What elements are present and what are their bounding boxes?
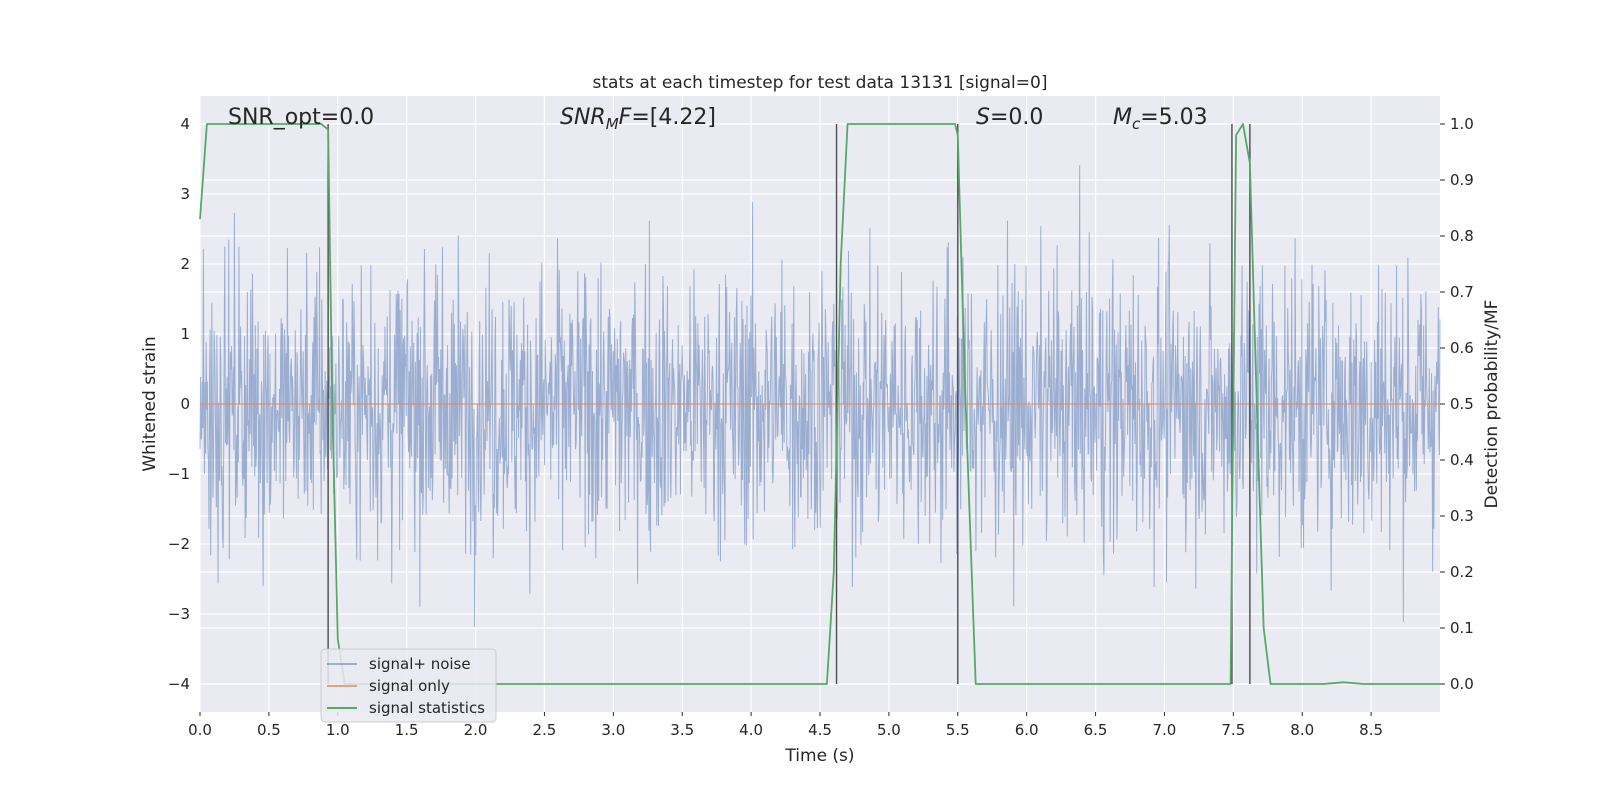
annotation-snr-mf: SNRMF=[4.22] [560, 105, 716, 133]
y-left-tick-8: 4 [180, 115, 190, 133]
legend-box [320, 648, 497, 723]
y-left-tick-2: −2 [168, 535, 190, 553]
annotation-snr-opt: SNR_opt=0.0 [228, 105, 374, 130]
signal-statistics-line [199, 123, 1440, 685]
annotation-mc: Mc=5.03 [1113, 105, 1208, 133]
x-tick-1: 0.5 [257, 721, 281, 739]
y-left-tick-7: 3 [180, 185, 190, 203]
y-right-tick-9: 0.9 [1450, 171, 1474, 189]
y-left-axis-ticks: −4 −3 −2 −1 0 1 2 3 4 [168, 115, 190, 693]
x-tick-9: 4.5 [808, 721, 832, 739]
series-signal-statistics [199, 123, 1440, 685]
chart-title: stats at each timestep for test data 131… [593, 73, 1048, 93]
y-right-tick-10: 1.0 [1450, 115, 1474, 133]
y-right-tick-1: 0.1 [1450, 619, 1474, 637]
x-tick-15: 7.5 [1221, 721, 1245, 739]
x-tick-8: 4.0 [739, 721, 763, 739]
x-tick-16: 8.0 [1290, 721, 1314, 739]
x-tick-17: 8.5 [1359, 721, 1383, 739]
y-right-axis-ticks: 0.0 0.1 0.2 0.3 0.4 0.5 0.6 0.7 0.8 0.9 1.0 [1440, 115, 1474, 693]
y-right-tick-6: 0.6 [1450, 339, 1474, 357]
y-right-tick-7: 0.7 [1450, 283, 1474, 301]
x-tick-7: 3.5 [670, 721, 694, 739]
legend-label-signal-only: signal only [369, 677, 450, 695]
x-tick-12: 6.0 [1015, 721, 1039, 739]
x-tick-4: 2.0 [464, 721, 488, 739]
x-tick-10: 5.0 [877, 721, 901, 739]
x-tick-13: 6.5 [1084, 721, 1108, 739]
y-left-tick-4: 0 [180, 395, 190, 413]
x-tick-5: 2.5 [533, 721, 557, 739]
y-left-tick-5: 1 [180, 325, 190, 343]
y-right-axis-label: Detection probability/MF [1482, 300, 1502, 509]
y-left-axis-label: Whitened strain [140, 336, 160, 471]
y-right-tick-2: 0.2 [1450, 563, 1474, 581]
vertical-markers [327, 124, 1251, 684]
x-tick-11: 5.5 [946, 721, 970, 739]
y-right-tick-5: 0.5 [1450, 395, 1474, 413]
x-axis-label: Time (s) [784, 746, 854, 766]
legend-label-signal-noise: signal+ noise [369, 655, 471, 673]
y-right-tick-8: 0.8 [1450, 227, 1474, 245]
x-tick-2: 1.0 [326, 721, 350, 739]
legend: signal+ noise signal only signal statist… [320, 648, 497, 723]
y-left-tick-0: −4 [168, 675, 190, 693]
annotation-s: S=0.0 [976, 105, 1043, 130]
y-left-tick-1: −3 [168, 605, 190, 623]
legend-label-signal-statistics: signal statistics [369, 699, 485, 717]
x-tick-6: 3.0 [601, 721, 625, 739]
x-tick-3: 1.5 [395, 721, 419, 739]
y-right-tick-0: 0.0 [1450, 675, 1474, 693]
x-tick-14: 7.0 [1153, 721, 1177, 739]
x-axis-ticks: 0.0 0.5 1.0 1.5 2.0 2.5 3.0 3.5 4.0 4.5 5.0 5.5 6.0 6… [188, 712, 1383, 739]
y-left-tick-6: 2 [180, 255, 190, 273]
y-right-tick-3: 0.3 [1450, 507, 1474, 525]
y-left-tick-3: −1 [168, 465, 190, 483]
x-tick-0: 0.0 [188, 721, 212, 739]
y-right-tick-4: 0.4 [1450, 451, 1474, 469]
